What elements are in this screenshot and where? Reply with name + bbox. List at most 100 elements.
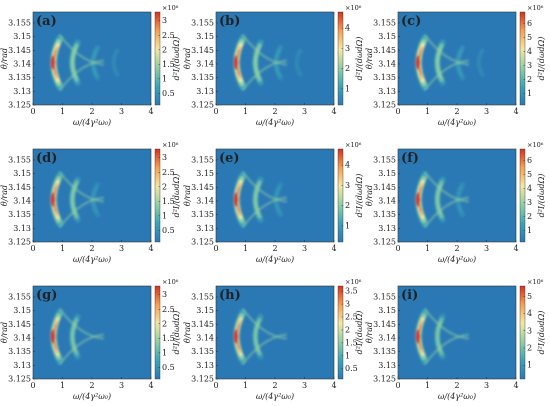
x-tick-label: 3 xyxy=(302,107,307,116)
y-tick-label: 3.155 xyxy=(8,155,31,164)
x-axis-label: ω/(4γ²ω₀) xyxy=(73,392,111,401)
y-tick-label: 3.155 xyxy=(191,292,214,301)
colorbar-tick-label: 1.5 xyxy=(162,60,175,69)
side-lobe-lower xyxy=(58,196,104,229)
y-tick-label: 3.125 xyxy=(191,238,214,247)
x-tick-label: 2 xyxy=(89,244,94,253)
y-tick-label: 3.13 xyxy=(378,87,396,96)
y-tick-label: 3.125 xyxy=(373,238,396,247)
x-tick-label: 1 xyxy=(60,107,65,116)
panel-label: (f) xyxy=(401,151,419,166)
colorbar-tick-label: 4 xyxy=(527,47,532,56)
colorbar-tick-label: 2 xyxy=(527,212,532,221)
peak-spot xyxy=(415,55,421,70)
y-tick-label: 3.155 xyxy=(373,18,396,27)
side-lobe-upper xyxy=(423,34,469,66)
x-tick-label: 3 xyxy=(302,244,307,253)
x-axis-label: ω/(4γ²ω₀) xyxy=(73,255,111,264)
side-lobe-lower xyxy=(241,59,287,92)
panel-label: (g) xyxy=(36,288,57,303)
colorbar-tick-label: 1.5 xyxy=(162,197,175,206)
y-tick-label: 3.135 xyxy=(373,210,396,219)
y-tick-label: 3.125 xyxy=(191,101,214,110)
colorbar-tick-label: 0.5 xyxy=(162,226,175,235)
y-tick-label: 3.155 xyxy=(373,292,396,301)
colorbar-tick-label: 3 xyxy=(345,44,350,53)
colorbar-tick-label: 5 xyxy=(527,292,532,301)
x-axis-label: ω/(4γ²ω₀) xyxy=(438,255,476,264)
y-tick-label: 3.15 xyxy=(13,306,31,315)
x-tick-label: 2 xyxy=(272,381,277,390)
x-axis-label: ω/(4γ²ω₀) xyxy=(438,392,476,401)
colorbar xyxy=(337,148,344,243)
panel-label: (i) xyxy=(401,288,418,303)
side-lobe-upper xyxy=(423,171,469,203)
x-tick-label: 1 xyxy=(425,244,430,253)
colorbar-exponent: ×10⁶ xyxy=(345,141,362,149)
x-tick-label: 4 xyxy=(148,107,153,116)
x-tick-label: 2 xyxy=(272,107,277,116)
panel-label: (e) xyxy=(219,151,240,166)
side-lobe-upper xyxy=(241,34,287,66)
colorbar-tick-label: 3 xyxy=(527,61,532,70)
colorbar-tick-label: 2.5 xyxy=(345,313,358,322)
x-tick-label: 0 xyxy=(30,244,35,253)
y-axis-label: θ/rad xyxy=(0,48,9,69)
y-tick-label: 3.145 xyxy=(191,46,214,55)
peak-spot xyxy=(50,192,56,207)
y-tick-label: 3.135 xyxy=(373,73,396,82)
colorbar-tick-label: 1 xyxy=(345,221,350,230)
colorbar-tick-label: 0.5 xyxy=(162,89,175,98)
panel-label: (h) xyxy=(219,288,241,303)
colorbar xyxy=(154,11,161,106)
colorbar-tick-label: 3 xyxy=(345,300,350,309)
colorbar-tick-label: 5 xyxy=(527,33,532,42)
panel-c: 0 1 2 3 4 3.125 3.13 3.135 3.14 3.145 3.15 3.155 ω/(… xyxy=(365,4,546,127)
colorbar-tick-label: 1.5 xyxy=(162,334,175,343)
y-tick-label: 3.125 xyxy=(8,238,31,247)
x-tick-label: 1 xyxy=(425,381,430,390)
colorbar-tick-label: 3 xyxy=(162,16,167,25)
y-tick-label: 3.15 xyxy=(13,169,31,178)
y-tick-label: 3.13 xyxy=(13,361,31,370)
y-tick-label: 3.13 xyxy=(196,87,214,96)
x-tick-label: 4 xyxy=(513,244,518,253)
colorbar xyxy=(337,285,344,380)
y-tick-label: 3.14 xyxy=(378,333,396,342)
colorbar-tick-label: 3.5 xyxy=(345,287,358,296)
colorbar xyxy=(154,285,161,380)
x-tick-label: 0 xyxy=(213,381,218,390)
colorbar-label: d²I/(dωdΩ) xyxy=(172,37,181,81)
colorbar-label: d²I/(dωdΩ) xyxy=(355,311,364,355)
colorbar-tick-label: 1.5 xyxy=(345,338,358,347)
x-axis-label: ω/(4γ²ω₀) xyxy=(256,118,294,127)
ridge-4 xyxy=(294,48,303,77)
colorbar-tick-label: 3 xyxy=(527,198,532,207)
x-tick-label: 4 xyxy=(331,244,336,253)
colorbar-tick-label: 2 xyxy=(527,344,532,353)
colorbar-tick-label: 1 xyxy=(162,211,167,220)
y-tick-label: 3.125 xyxy=(373,101,396,110)
x-axis-label: ω/(4γ²ω₀) xyxy=(256,255,294,264)
peak-spot xyxy=(233,55,239,70)
y-tick-label: 3.145 xyxy=(8,46,31,55)
y-axis-label: θ/rad xyxy=(183,322,192,343)
y-tick-label: 3.13 xyxy=(378,224,396,233)
panel-d: 0 1 2 3 4 3.125 3.13 3.135 3.14 3.145 3.15 3.155 ω/(… xyxy=(0,141,181,264)
colorbar-label: d²I/(dωdΩ) xyxy=(537,311,546,355)
colorbar-tick-label: 1 xyxy=(527,361,532,370)
x-tick-label: 0 xyxy=(395,107,400,116)
x-tick-label: 0 xyxy=(213,107,218,116)
y-tick-label: 3.125 xyxy=(8,101,31,110)
panel-a: 0 1 2 3 4 3.125 3.13 3.135 3.14 3.145 3.15 3.155 ω/(… xyxy=(0,4,181,127)
y-tick-label: 3.13 xyxy=(196,361,214,370)
x-tick-label: 2 xyxy=(89,107,94,116)
peak-spot xyxy=(233,329,239,344)
colorbar-tick-label: 2 xyxy=(162,319,167,328)
colorbar-exponent: ×10⁶ xyxy=(162,278,179,286)
y-tick-label: 3.14 xyxy=(196,59,214,68)
heatmap-field xyxy=(415,34,485,92)
colorbar-tick-label: 1 xyxy=(345,351,350,360)
heatmap-field xyxy=(233,171,287,229)
